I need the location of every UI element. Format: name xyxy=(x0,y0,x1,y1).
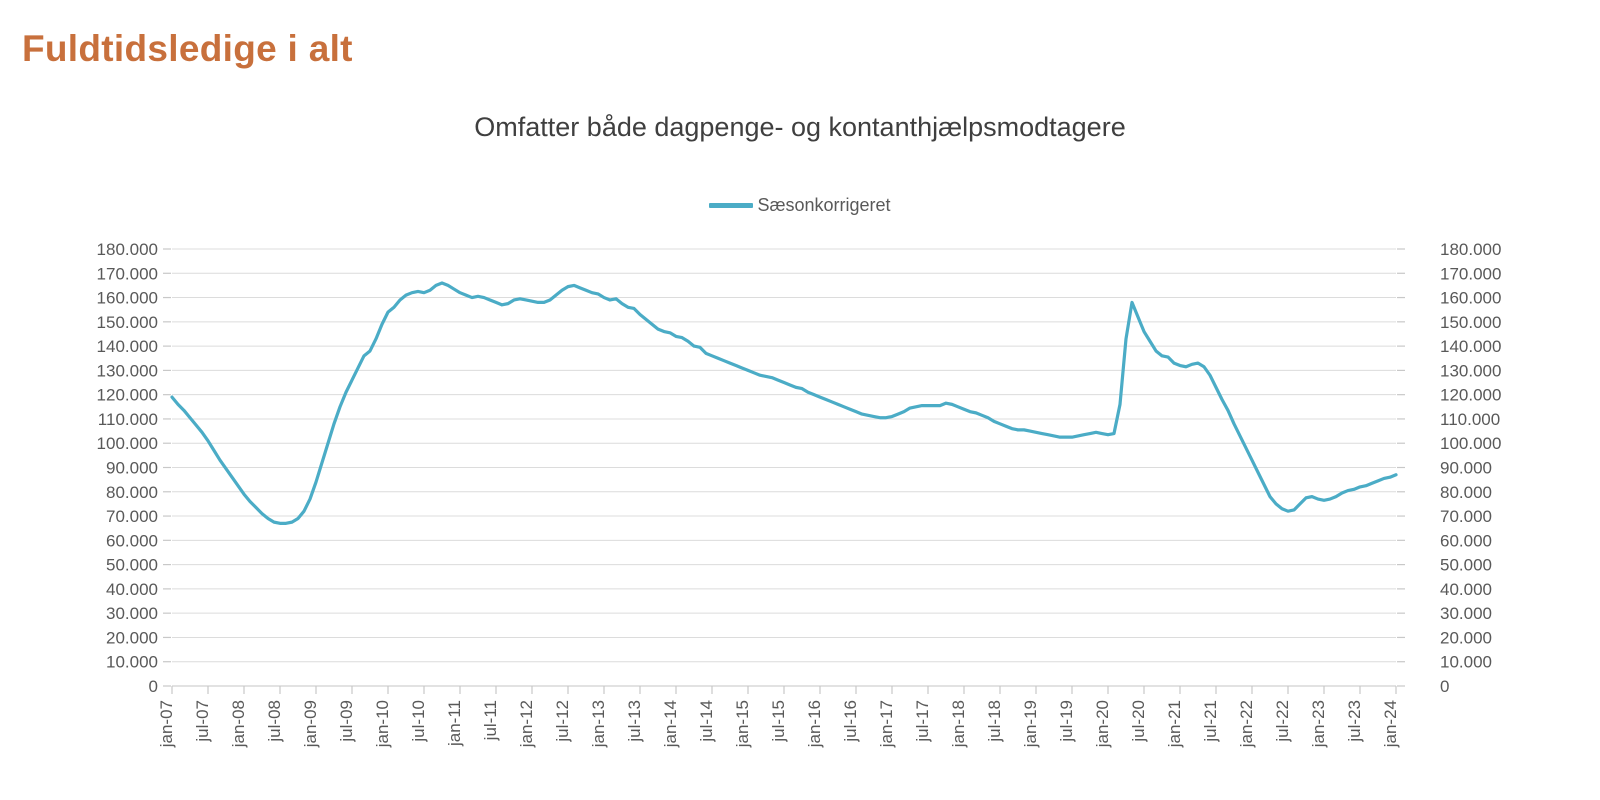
y-axis-tick-label-left: 40.000 xyxy=(106,580,158,599)
y-axis-tick-label-right: 70.000 xyxy=(1440,507,1492,526)
x-axis-tick-label: jul-10 xyxy=(409,700,428,743)
x-axis-tick-label: jul-21 xyxy=(1201,700,1220,743)
y-axis-tick-label-left: 20.000 xyxy=(106,628,158,647)
y-axis-tick-label-left: 110.000 xyxy=(98,410,158,429)
x-axis-tick-label: jan-14 xyxy=(661,700,680,748)
x-axis-tick-label: jan-23 xyxy=(1309,700,1328,748)
x-axis-tick-label: jul-20 xyxy=(1129,700,1148,743)
y-axis-tick-label-right: 160.000 xyxy=(1440,289,1501,308)
x-axis-tick-label: jul-08 xyxy=(265,700,284,743)
x-axis-tick-label: jul-14 xyxy=(697,700,716,743)
y-axis-tick-label-right: 90.000 xyxy=(1440,459,1492,478)
x-axis-tick-label: jan-11 xyxy=(445,700,464,747)
y-axis-tick-label-left: 120.000 xyxy=(97,386,158,405)
x-axis-tick-label: jan-12 xyxy=(517,700,536,748)
chart-legend: Sæsonkorrigeret xyxy=(0,195,1600,216)
x-axis-tick-label: jul-18 xyxy=(985,700,1004,743)
x-axis-tick-label: jan-13 xyxy=(589,700,608,748)
y-axis-tick-label-right: 150.000 xyxy=(1440,313,1501,332)
x-axis-tick-label: jul-11 xyxy=(481,700,500,741)
x-axis-tick-label: jan-24 xyxy=(1381,700,1400,748)
x-axis-tick-label: jan-07 xyxy=(157,700,176,748)
x-axis-tick-label: jul-23 xyxy=(1345,700,1364,743)
x-axis-tick-label: jul-07 xyxy=(193,700,212,743)
x-axis-tick-label: jul-13 xyxy=(625,700,644,743)
y-axis-tick-label-left: 70.000 xyxy=(106,507,158,526)
x-axis-tick-label: jul-09 xyxy=(337,700,356,743)
y-axis-tick-label-left: 90.000 xyxy=(106,459,158,478)
y-axis-tick-label-left: 180.000 xyxy=(97,240,158,259)
y-axis-tick-label-right: 130.000 xyxy=(1440,361,1501,380)
y-axis-tick-label-right: 60.000 xyxy=(1440,531,1492,550)
y-axis-tick-label-left: 150.000 xyxy=(97,313,158,332)
y-axis-tick-label-left: 130.000 xyxy=(97,361,158,380)
x-axis-tick-label: jan-17 xyxy=(877,700,896,748)
y-axis-tick-label-right: 50.000 xyxy=(1440,556,1492,575)
chart-subtitle: Omfatter både dagpenge- og kontanthjælps… xyxy=(474,112,1126,142)
y-axis-tick-label-left: 50.000 xyxy=(106,556,158,575)
x-axis-tick-label: jan-18 xyxy=(949,700,968,748)
y-axis-tick-label-right: 0 xyxy=(1440,677,1449,696)
y-axis-tick-label-right: 110.000 xyxy=(1440,410,1500,429)
x-axis-tick-label: jan-08 xyxy=(229,700,248,748)
plot-area: 180.000 180.000 170.000 170.000 160.000 160.0… xyxy=(0,100,1600,800)
y-axis-tick-label-right: 180.000 xyxy=(1440,240,1501,259)
x-axis-tick-label: jan-22 xyxy=(1237,700,1256,748)
x-axis-tick-label: jul-22 xyxy=(1273,700,1292,743)
y-axis-tick-label-left: 160.000 xyxy=(97,289,158,308)
y-axis-tick-label-right: 120.000 xyxy=(1440,386,1501,405)
chart-container: Omfatter både dagpenge- og kontanthjælps… xyxy=(0,100,1600,800)
y-axis-tick-label-left: 10.000 xyxy=(106,653,158,672)
y-axis-tick-label-right: 170.000 xyxy=(1440,264,1501,283)
y-axis-tick-label-right: 100.000 xyxy=(1440,434,1501,453)
x-axis-tick-label: jan-10 xyxy=(373,700,392,748)
y-axis-tick-label-right: 80.000 xyxy=(1440,483,1492,502)
y-axis-tick-label-left: 30.000 xyxy=(106,604,158,623)
x-axis-tick-label: jul-12 xyxy=(553,700,572,743)
x-axis-tick-label: jul-19 xyxy=(1057,700,1076,743)
y-axis-tick-label-left: 100.000 xyxy=(97,434,158,453)
x-axis-tick-label: jan-15 xyxy=(733,700,752,748)
x-axis-tick-label: jan-16 xyxy=(805,700,824,748)
legend-item-label: Sæsonkorrigeret xyxy=(757,195,891,215)
y-axis-tick-label-left: 140.000 xyxy=(97,337,158,356)
y-axis-tick-label-right: 10.000 xyxy=(1440,653,1492,672)
y-axis-tick-label-right: 20.000 xyxy=(1440,628,1492,647)
page-title: Fuldtidsledige i alt xyxy=(22,28,353,69)
x-axis-tick-label: jan-20 xyxy=(1093,700,1112,748)
y-axis-tick-label-left: 0 xyxy=(149,677,158,696)
y-axis-tick-label-right: 30.000 xyxy=(1440,604,1492,623)
x-axis-tick-label: jul-17 xyxy=(913,700,932,743)
y-axis-tick-label-left: 170.000 xyxy=(97,264,158,283)
y-axis-tick-label-left: 80.000 xyxy=(106,483,158,502)
y-axis-tick-label-right: 40.000 xyxy=(1440,580,1492,599)
legend-line-swatch-icon xyxy=(709,203,754,208)
series-line-saesonkorrigeret xyxy=(170,281,1398,525)
x-axis-tick-label: jul-16 xyxy=(841,700,860,743)
legend-item-saesonkorrigeret[interactable]: Sæsonkorrigeret xyxy=(709,195,891,216)
line-chart-svg: 180.000 180.000 170.000 170.000 160.000 160.0… xyxy=(97,240,1502,748)
x-axis-tick-label: jul-15 xyxy=(769,700,788,743)
y-axis-tick-label-left: 60.000 xyxy=(106,531,158,550)
y-axis-tick-label-right: 140.000 xyxy=(1440,337,1501,356)
x-axis-tick-label: jan-21 xyxy=(1165,700,1184,748)
x-axis-tick-label: jan-19 xyxy=(1021,700,1040,748)
x-axis-tick-label: jan-09 xyxy=(301,700,320,748)
